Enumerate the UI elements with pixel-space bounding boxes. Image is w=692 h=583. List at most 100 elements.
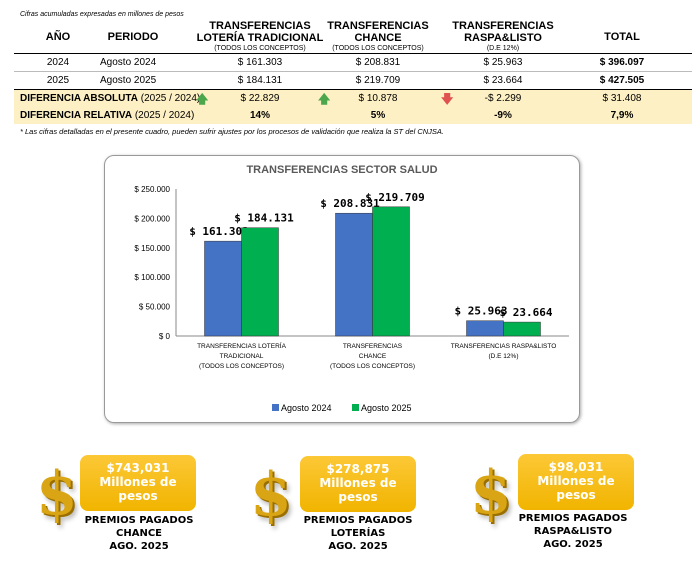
premio-caption: PREMIOS PAGADOS LOTERÍAS AGO. 2025: [293, 514, 423, 553]
dif-rel-loteria: 14%: [249, 110, 270, 121]
caption-line: AGO. 2025: [328, 541, 388, 552]
divider: [14, 71, 692, 72]
dif-rel-chance: 5%: [370, 110, 386, 121]
caption-line: AGO. 2025: [109, 541, 169, 552]
amount: $98,031: [548, 460, 604, 474]
data-label: $ 161.303: [189, 225, 249, 238]
caption-line: AGO. 2025: [543, 539, 603, 550]
y-tick-label: $ 0: [159, 332, 171, 341]
divider: [14, 89, 692, 90]
arrow-up-icon: 🡅: [196, 92, 209, 106]
y-tick-label: $ 250.000: [134, 185, 170, 194]
difference-band: [14, 90, 692, 124]
x-tick-label: TRANSFERENCIAS LOTERÍA: [197, 341, 287, 350]
h1: TRANSFERENCIAS: [209, 20, 311, 32]
h2: LOTERÍA TRADICIONAL: [196, 32, 324, 44]
row-anio: 2024: [46, 57, 70, 68]
unit: pesos: [338, 490, 378, 504]
legend-label: Agosto 2024: [281, 403, 332, 413]
sub: (2025 / 2024): [140, 93, 201, 104]
h2: CHANCE: [354, 32, 402, 44]
dif-rel-label: DIFERENCIA RELATIVA (2025 / 2024): [20, 110, 194, 121]
x-tick-label: CHANCE: [359, 353, 387, 360]
row-raspa: $ 25.963: [483, 57, 523, 68]
bar: [204, 240, 242, 337]
bar: [241, 227, 279, 337]
unit: pesos: [118, 489, 158, 503]
label: DIFERENCIA ABSOLUTA: [20, 93, 138, 104]
legend-label: Agosto 2025: [361, 403, 412, 413]
unit: Millones de: [319, 476, 397, 490]
caption-line: PREMIOS PAGADOS: [303, 515, 413, 526]
arrow-down-icon: 🡇: [441, 92, 454, 106]
premio-amount-box: $743,031 Millones de pesos: [80, 455, 196, 511]
dif-rel-total: 7,9%: [610, 110, 634, 121]
bar: [466, 320, 504, 337]
h3: (TODOS LOS CONCEPTOS): [214, 45, 306, 52]
dif-abs-total: $ 31.408: [602, 93, 642, 104]
header-loteria: TRANSFERENCIAS LOTERÍA TRADICIONAL (TODOS …: [195, 20, 325, 53]
premio-amount-box: $98,031 Millones de pesos: [518, 454, 634, 510]
dollar-sign-icon: $: [36, 459, 78, 529]
y-tick-label: $ 200.000: [134, 214, 170, 223]
chart-panel: TRANSFERENCIAS SECTOR SALUD $ 0 $ 50.000 $…: [104, 155, 580, 423]
label: DIFERENCIA RELATIVA: [20, 110, 133, 121]
h1: TRANSFERENCIAS: [452, 20, 554, 32]
caption-line: PREMIOS PAGADOS: [84, 515, 194, 526]
row-periodo: Agosto 2025: [100, 75, 157, 86]
y-tick-label: $ 100.000: [134, 273, 170, 282]
dif-rel-raspa: -9%: [494, 110, 512, 121]
row-raspa: $ 23.664: [483, 75, 523, 86]
h3: (TODOS LOS CONCEPTOS): [332, 45, 424, 52]
header-anio: AÑO: [45, 31, 71, 43]
amount: $278,875: [326, 462, 390, 476]
h3: (D.E 12%): [486, 45, 520, 52]
premio-amount-box: $278,875 Millones de pesos: [300, 456, 416, 512]
data-label: $ 25.963: [455, 305, 508, 318]
bar: [503, 321, 541, 337]
unit: Millones de: [537, 474, 615, 488]
dollar-sign-icon: $: [470, 458, 512, 528]
row-chance: $ 208.831: [355, 57, 401, 68]
header-total: TOTAL: [604, 31, 640, 43]
bar: [335, 212, 373, 337]
legend-swatch: [352, 404, 359, 411]
dif-abs-raspa: -$ 2.299: [484, 93, 522, 104]
dif-abs-chance: $ 10.878: [358, 93, 398, 104]
x-tick-label: (TODOS LOS CONCEPTOS): [199, 363, 284, 370]
row-total: $ 396.097: [599, 57, 645, 68]
divider: [14, 53, 692, 54]
unit: Millones de: [99, 475, 177, 489]
caption-line: CHANCE: [116, 528, 162, 539]
x-tick-label: (D.E 12%): [489, 353, 519, 360]
row-chance: $ 219.709: [355, 75, 401, 86]
bar: [372, 206, 410, 337]
data-label: $ 23.664: [500, 306, 553, 319]
h1: TRANSFERENCIAS: [327, 20, 429, 32]
data-label: $ 184.131: [234, 212, 294, 225]
data-label: $ 208.831: [320, 197, 380, 210]
legend-swatch: [272, 404, 279, 411]
premio-caption: PREMIOS PAGADOS RASPA&LISTO AGO. 2025: [508, 512, 638, 551]
arrow-up-icon: 🡅: [318, 92, 331, 106]
premio-caption: PREMIOS PAGADOS CHANCE AGO. 2025: [74, 514, 204, 553]
caption-line: PREMIOS PAGADOS: [518, 513, 628, 524]
row-anio: 2025: [46, 75, 70, 86]
caption-line: RASPA&LISTO: [533, 526, 613, 537]
header-chance: TRANSFERENCIAS CHANCE (TODOS LOS CONCEPTOS…: [318, 20, 438, 53]
dollar-sign-icon: $: [250, 460, 292, 530]
h2: RASPA&LISTO: [464, 32, 542, 44]
x-tick-label: TRADICIONAL: [220, 353, 264, 360]
data-label: $ 219.709: [365, 191, 425, 204]
x-tick-label: (TODOS LOS CONCEPTOS): [330, 363, 415, 370]
bar-chart: $ 0 $ 50.000 $ 100.000 $ 150.000 $ 200.000 $ …: [134, 185, 569, 413]
y-tick-label: $ 150.000: [134, 244, 170, 253]
dif-abs-loteria: $ 22.829: [240, 93, 280, 104]
x-tick-label: TRANSFERENCIAS RASPA&LISTO: [451, 343, 557, 350]
header-raspa: TRANSFERENCIAS RASPA&LISTO (D.E 12%): [443, 20, 563, 53]
caption-line: LOTERÍAS: [330, 528, 386, 539]
dif-abs-label: DIFERENCIA ABSOLUTA (2025 / 2024): [20, 93, 200, 104]
row-lot: $ 184.131: [237, 75, 283, 86]
chart-title: TRANSFERENCIAS SECTOR SALUD: [246, 164, 438, 176]
x-tick-label: TRANSFERENCIAS: [343, 343, 403, 350]
